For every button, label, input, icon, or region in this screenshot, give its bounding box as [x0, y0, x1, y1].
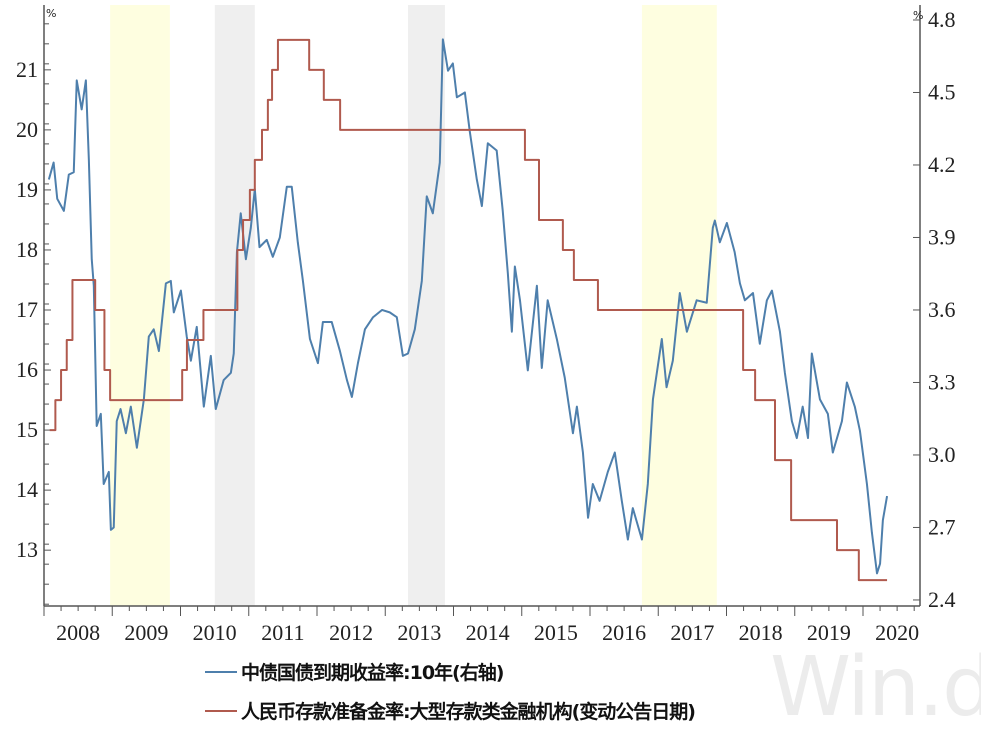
- left-tick-label: 19: [16, 177, 38, 202]
- left-axis-unit: %: [46, 7, 56, 20]
- x-tick-label: 2009: [124, 620, 168, 645]
- right-tick-label: 3.0: [928, 442, 956, 467]
- right-tick-label: 3.9: [928, 224, 956, 249]
- x-tick-label: 2016: [602, 620, 646, 645]
- left-tick-label: 13: [16, 537, 38, 562]
- x-tick-label: 2014: [466, 620, 510, 645]
- x-tick-label: 2011: [261, 620, 304, 645]
- left-tick-label: 14: [16, 477, 38, 502]
- x-tick-label: 2017: [670, 620, 714, 645]
- right-tick-label: 4.5: [928, 79, 956, 104]
- left-tick-label: 18: [16, 237, 38, 262]
- legend-label-yield: 中债国债到期收益率:10年(右轴): [241, 658, 503, 685]
- legend-swatch-yield: [205, 671, 237, 673]
- x-tick-label: 2010: [193, 620, 237, 645]
- left-tick-label: 16: [16, 357, 38, 382]
- right-tick-label: 4.8: [928, 7, 956, 32]
- right-tick-label: 4.2: [928, 152, 956, 177]
- x-tick-label: 2012: [329, 620, 373, 645]
- right-axis-unit: %: [913, 9, 923, 22]
- right-tick-label: 3.3: [928, 369, 956, 394]
- watermark-logo: Win.d: [770, 640, 981, 735]
- shaded-periods: [110, 5, 717, 606]
- shaded-period: [110, 5, 170, 606]
- legend-item-yield: 中债国债到期收益率:10年(右轴): [205, 652, 695, 691]
- yield-line: [49, 39, 887, 573]
- right-tick-label: 3.6: [928, 297, 956, 322]
- right-tick-label: 2.7: [928, 514, 956, 539]
- x-tick-label: 2008: [56, 620, 100, 645]
- legend: 中债国债到期收益率:10年(右轴) 人民币存款准备金率:大型存款类金融机构(变动…: [205, 652, 695, 730]
- legend-label-rrr: 人民币存款准备金率:大型存款类金融机构(变动公告日期): [241, 697, 695, 724]
- x-tick-label: 2013: [397, 620, 441, 645]
- left-tick-label: 17: [16, 297, 38, 322]
- x-tick-label: 2015: [534, 620, 578, 645]
- left-tick-label: 15: [16, 417, 38, 442]
- left-tick-label: 21: [16, 57, 38, 82]
- left-tick-label: 20: [16, 117, 38, 142]
- legend-item-rrr: 人民币存款准备金率:大型存款类金融机构(变动公告日期): [205, 691, 695, 730]
- legend-swatch-rrr: [205, 710, 237, 712]
- right-tick-label: 2.4: [928, 587, 956, 612]
- series: [49, 39, 887, 580]
- shaded-period: [408, 5, 445, 606]
